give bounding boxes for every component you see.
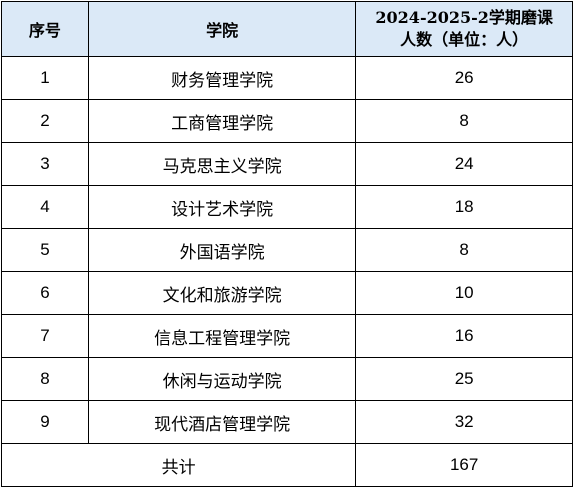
header-count-line2: 人数（单位：人） — [400, 30, 529, 49]
row-count: 32 — [355, 400, 573, 444]
row-count: 8 — [355, 99, 573, 143]
header-college: 学院 — [87, 1, 357, 57]
row-index: 5 — [1, 228, 89, 272]
table-row: 3 马克思主义学院 24 — [1, 142, 573, 186]
header-count: 2024-2025-2学期磨课 人数（单位：人） — [355, 1, 573, 57]
row-count: 26 — [355, 56, 573, 100]
row-college: 外国语学院 — [87, 228, 357, 272]
table-row: 8 休闲与运动学院 25 — [1, 357, 573, 401]
row-index: 6 — [1, 271, 89, 315]
row-index: 4 — [1, 185, 89, 229]
header-index: 序号 — [1, 1, 89, 57]
total-count: 167 — [355, 443, 573, 487]
table-row: 1 财务管理学院 26 — [1, 56, 573, 100]
table-body: 1 财务管理学院 26 2 工商管理学院 8 3 马克思主义学院 24 4 设计… — [0, 56, 573, 487]
row-count: 16 — [355, 314, 573, 358]
table-row: 9 现代酒店管理学院 32 — [1, 400, 573, 444]
table-header: 序号 学院 2024-2025-2学期磨课 人数（单位：人） — [1, 1, 573, 57]
table-row: 6 文化和旅游学院 10 — [1, 271, 573, 315]
row-college: 财务管理学院 — [87, 56, 357, 100]
row-college: 工商管理学院 — [87, 99, 357, 143]
row-count: 18 — [355, 185, 573, 229]
header-count-line1: 2024-2025-2学期磨课 — [375, 8, 553, 27]
row-index: 8 — [1, 357, 89, 401]
header-row: 序号 学院 2024-2025-2学期磨课 人数（单位：人） — [1, 1, 573, 57]
row-count: 24 — [355, 142, 573, 186]
row-college: 现代酒店管理学院 — [87, 400, 357, 444]
row-count: 10 — [355, 271, 573, 315]
row-count: 25 — [355, 357, 573, 401]
table-row: 2 工商管理学院 8 — [1, 99, 573, 143]
row-count: 8 — [355, 228, 573, 272]
row-college: 休闲与运动学院 — [87, 357, 357, 401]
total-label: 共计 — [0, 443, 357, 487]
row-index: 3 — [1, 142, 89, 186]
table-row: 5 外国语学院 8 — [1, 228, 573, 272]
row-college: 文化和旅游学院 — [87, 271, 357, 315]
row-index: 2 — [1, 99, 89, 143]
row-college: 设计艺术学院 — [87, 185, 357, 229]
total-row: 共计 167 — [0, 443, 573, 487]
row-index: 9 — [1, 400, 89, 444]
table-row: 7 信息工程管理学院 16 — [1, 314, 573, 358]
row-college: 马克思主义学院 — [87, 142, 357, 186]
row-index: 1 — [1, 56, 89, 100]
table-row: 4 设计艺术学院 18 — [1, 185, 573, 229]
row-index: 7 — [1, 314, 89, 358]
row-college: 信息工程管理学院 — [87, 314, 357, 358]
